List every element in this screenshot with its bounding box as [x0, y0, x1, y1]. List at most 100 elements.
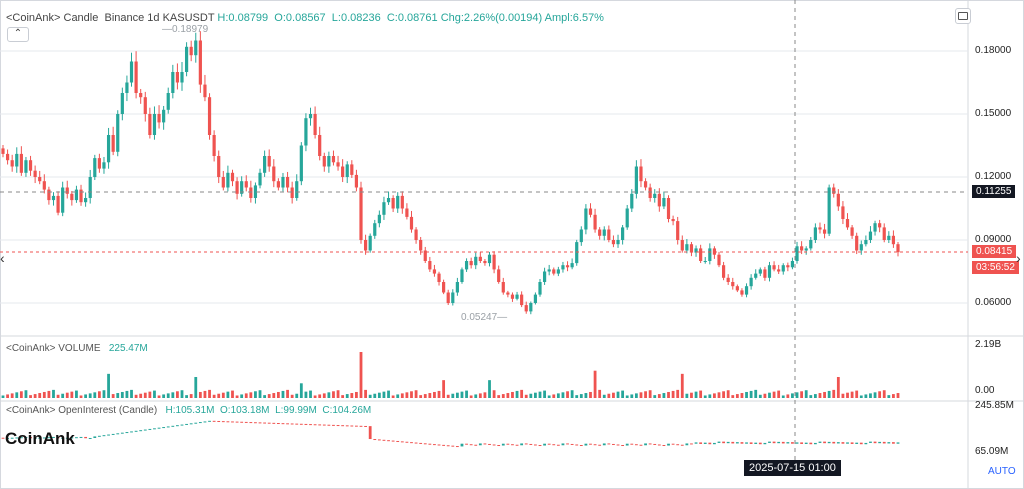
volume-bar — [850, 391, 854, 398]
volume-bar — [832, 389, 836, 398]
price-candle-body — [602, 229, 606, 236]
volume-bar — [735, 394, 739, 398]
price-candle-body — [354, 174, 359, 188]
oi-candle — [511, 444, 514, 446]
volume-bar — [88, 393, 92, 398]
volume-bar — [855, 390, 859, 398]
volume-bar — [561, 392, 565, 398]
oi-candle — [318, 424, 322, 426]
price-candle-body — [106, 135, 111, 163]
volume-bar — [538, 391, 542, 398]
price-candle-body — [15, 153, 19, 167]
volume-bar — [327, 392, 331, 398]
screenshot-button[interactable] — [955, 8, 971, 24]
oi-candle — [813, 442, 817, 445]
oi-candle — [350, 425, 354, 427]
oi-candle — [286, 423, 289, 425]
high-marker-value: 0.18979 — [172, 24, 209, 35]
oi-candle — [694, 442, 698, 444]
price-candle-body — [442, 282, 446, 293]
price-candle-body — [758, 269, 762, 274]
price-candle-body — [373, 223, 377, 236]
volume-bar — [359, 352, 363, 398]
volume-bar — [423, 394, 427, 398]
volume-bar — [107, 373, 110, 398]
volume-bar — [419, 395, 423, 398]
volume-bar — [410, 391, 413, 398]
low-marker: 0.05247— — [461, 312, 508, 323]
oi-candle — [309, 424, 312, 426]
scroll-left-button[interactable]: ‹ — [0, 250, 5, 266]
price-candle-body — [230, 172, 235, 182]
price-candle-body — [240, 181, 244, 194]
price-candle-body — [643, 181, 648, 188]
volume-bar — [446, 394, 450, 398]
volume-bar — [120, 391, 124, 398]
price-candle-body — [878, 223, 882, 228]
volume-bar — [804, 390, 808, 398]
oi-candle — [855, 442, 859, 444]
volume-bar — [896, 393, 900, 398]
price-candle-body — [341, 166, 345, 177]
volume-bar — [309, 390, 312, 398]
price-candle-body — [478, 256, 482, 261]
oi-candle — [662, 445, 666, 447]
volume-bar — [511, 391, 514, 398]
oi-candle — [561, 443, 565, 446]
volume-bar — [194, 376, 198, 398]
volume-bar — [552, 394, 556, 398]
oi-candle — [6, 437, 9, 439]
scroll-right-button[interactable]: › — [1016, 250, 1021, 266]
oi-candle — [859, 442, 863, 445]
volume-bar — [198, 391, 202, 398]
volume-bar — [455, 392, 459, 398]
price-candle-body — [717, 254, 721, 266]
price-candle-body — [88, 177, 92, 198]
collapse-legend-button[interactable]: ⌃ — [7, 27, 29, 42]
volume-bar — [258, 390, 262, 398]
price-tick: 0.18000 — [975, 45, 1012, 56]
price-candle-body — [552, 269, 556, 274]
price-candle-body — [359, 187, 363, 240]
volume-bar — [70, 391, 74, 398]
price-candle-body — [171, 72, 175, 93]
oi-candle — [593, 444, 597, 446]
volume-bar — [451, 393, 455, 398]
legend-source: <CoinAnk> — [6, 12, 61, 24]
volume-bar — [240, 394, 244, 398]
oi-candle — [827, 441, 831, 444]
price-candle-body — [400, 195, 404, 209]
oi-candle — [469, 444, 473, 446]
oi-candle — [777, 441, 781, 444]
volume-bar — [887, 395, 891, 398]
price-candle-body — [832, 187, 836, 194]
volume-bar — [355, 391, 358, 398]
volume-bar — [272, 393, 276, 398]
oi-candle — [763, 442, 767, 445]
price-candle-body — [56, 195, 60, 213]
price-candle-body — [249, 187, 253, 198]
volume-bar — [676, 389, 680, 398]
volume-bar — [373, 393, 377, 398]
volume-bar — [391, 395, 395, 398]
price-candle-body — [699, 248, 703, 261]
volume-bar — [212, 394, 216, 398]
price-candle-body — [139, 93, 143, 98]
volume-bar — [625, 395, 629, 398]
price-candle-body — [125, 82, 129, 93]
oi-candle — [745, 442, 748, 444]
oi-candle — [676, 444, 680, 446]
volume-bar — [176, 391, 179, 398]
price-candle-body — [148, 114, 152, 135]
auto-scale-button[interactable]: AUTO — [988, 466, 1016, 477]
price-candle-body — [423, 250, 427, 261]
price-candle-body — [859, 244, 863, 251]
chart-legend: <CoinAnk> Candle Binance 1d KASUSDT H:0.… — [6, 12, 604, 24]
oi-candle — [717, 441, 721, 443]
price-candle-body — [272, 166, 276, 182]
price-candle-body — [460, 269, 464, 282]
price-candle-body — [474, 256, 478, 266]
oi-high: H:105.31M — [165, 405, 215, 416]
price-candle-body — [579, 229, 583, 243]
